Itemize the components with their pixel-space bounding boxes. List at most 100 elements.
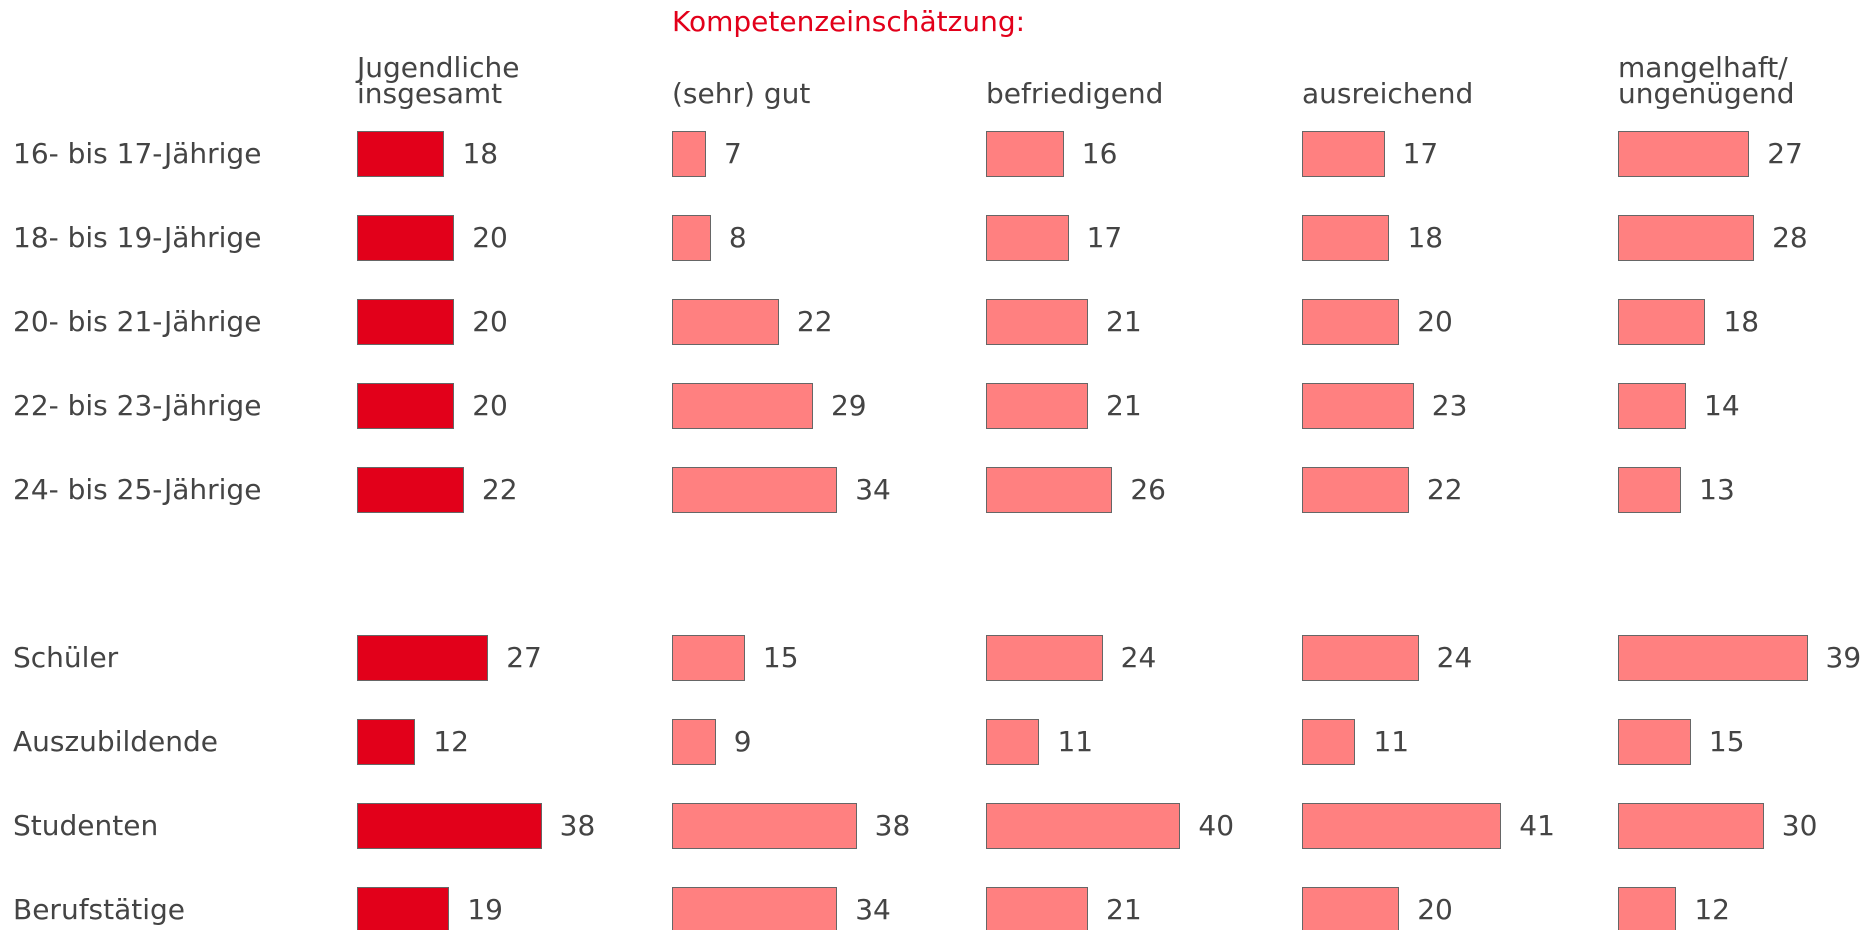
value-label: 14 [1704,389,1740,422]
value-label: 21 [1106,305,1142,338]
bar [1618,887,1677,930]
value-label: 28 [1772,221,1808,254]
bar [1302,131,1385,177]
value-label: 13 [1699,473,1735,506]
bar [672,131,707,177]
value-label: 11 [1373,725,1410,758]
value-label: 12 [1694,893,1730,926]
row-label: Studenten [13,809,159,842]
value-label: 22 [796,305,833,338]
value-label: 20 [472,305,508,338]
legend-label: befriedigend [986,77,1164,111]
bar [1302,383,1414,429]
bar [986,887,1089,930]
row-label: 16- bis 17-Jährige [13,137,262,170]
bar [357,383,455,429]
bar [1618,383,1687,429]
bar [357,719,416,765]
bar [1618,803,1764,849]
legend-label: (sehr) gut [672,77,811,111]
bar [357,635,489,681]
bar [1302,719,1356,765]
value-label: 39 [1825,641,1862,674]
legend-label: ausreichend [1302,77,1474,111]
bar [1618,467,1682,513]
row-label: 22- bis 23-Jährige [13,389,262,422]
bar [1618,299,1706,345]
bar [357,299,455,345]
legend-label: mangelhaft/ ungenügend [1618,50,1795,111]
bar [672,383,813,429]
value-label: 20 [472,389,508,422]
row-label: Schüler [13,641,119,674]
value-label: 24 [1120,641,1157,674]
value-label: 21 [1106,389,1142,422]
value-label: 9 [733,725,752,758]
value-label: 17 [1086,221,1123,254]
bar [672,635,745,681]
value-label: 38 [559,809,596,842]
bar [1618,719,1691,765]
bar [357,215,455,261]
value-label: 20 [472,221,508,254]
value-label: 20 [1417,305,1453,338]
value-label: 18 [1723,305,1760,338]
value-label: 18 [462,137,499,170]
bar [1302,299,1400,345]
row-label: 24- bis 25-Jährige [13,473,262,506]
bar [1302,803,1502,849]
bar [986,131,1064,177]
bar [357,467,464,513]
value-label: 40 [1198,809,1235,842]
bar [1302,215,1390,261]
bar [1302,635,1419,681]
value-label: 27 [1767,137,1803,170]
value-label: 34 [855,893,891,926]
row-label: Auszubildende [13,725,219,758]
value-label: 21 [1106,893,1142,926]
legend-label: Jugendliche insgesamt [357,50,520,111]
bar [986,299,1089,345]
bar [986,803,1181,849]
value-label: 22 [1426,473,1463,506]
value-label: 26 [1130,473,1166,506]
bar [357,887,450,930]
chart-title: Kompetenzeinschätzung: [672,5,1026,38]
value-label: 22 [481,473,518,506]
bar [986,467,1113,513]
bar [357,131,445,177]
value-label: 30 [1781,809,1818,842]
value-label: 29 [830,389,867,422]
bar [672,719,716,765]
bar [672,467,838,513]
bar [357,803,542,849]
value-label: 15 [762,641,799,674]
bar [1618,131,1750,177]
value-label: 11 [1057,725,1094,758]
bar [672,215,711,261]
value-label: 12 [433,725,469,758]
bar [672,299,779,345]
value-label: 16 [1081,137,1118,170]
bar [986,719,1040,765]
value-label: 15 [1708,725,1745,758]
value-label: 19 [467,893,503,926]
bar [1302,887,1400,930]
bar [672,887,838,930]
row-label: 18- bis 19-Jährige [13,221,262,254]
value-label: 41 [1519,809,1555,842]
value-label: 27 [506,641,542,674]
value-label: 20 [1417,893,1453,926]
row-label: Berufstätige [13,893,186,926]
bar [672,803,857,849]
value-label: 18 [1407,221,1444,254]
value-label: 7 [724,137,742,170]
bar [986,383,1089,429]
bar [1618,215,1755,261]
bar [1302,467,1409,513]
bar [1618,635,1808,681]
value-label: 23 [1431,389,1468,422]
value-label: 24 [1436,641,1473,674]
row-label: 20- bis 21-Jährige [13,305,262,338]
